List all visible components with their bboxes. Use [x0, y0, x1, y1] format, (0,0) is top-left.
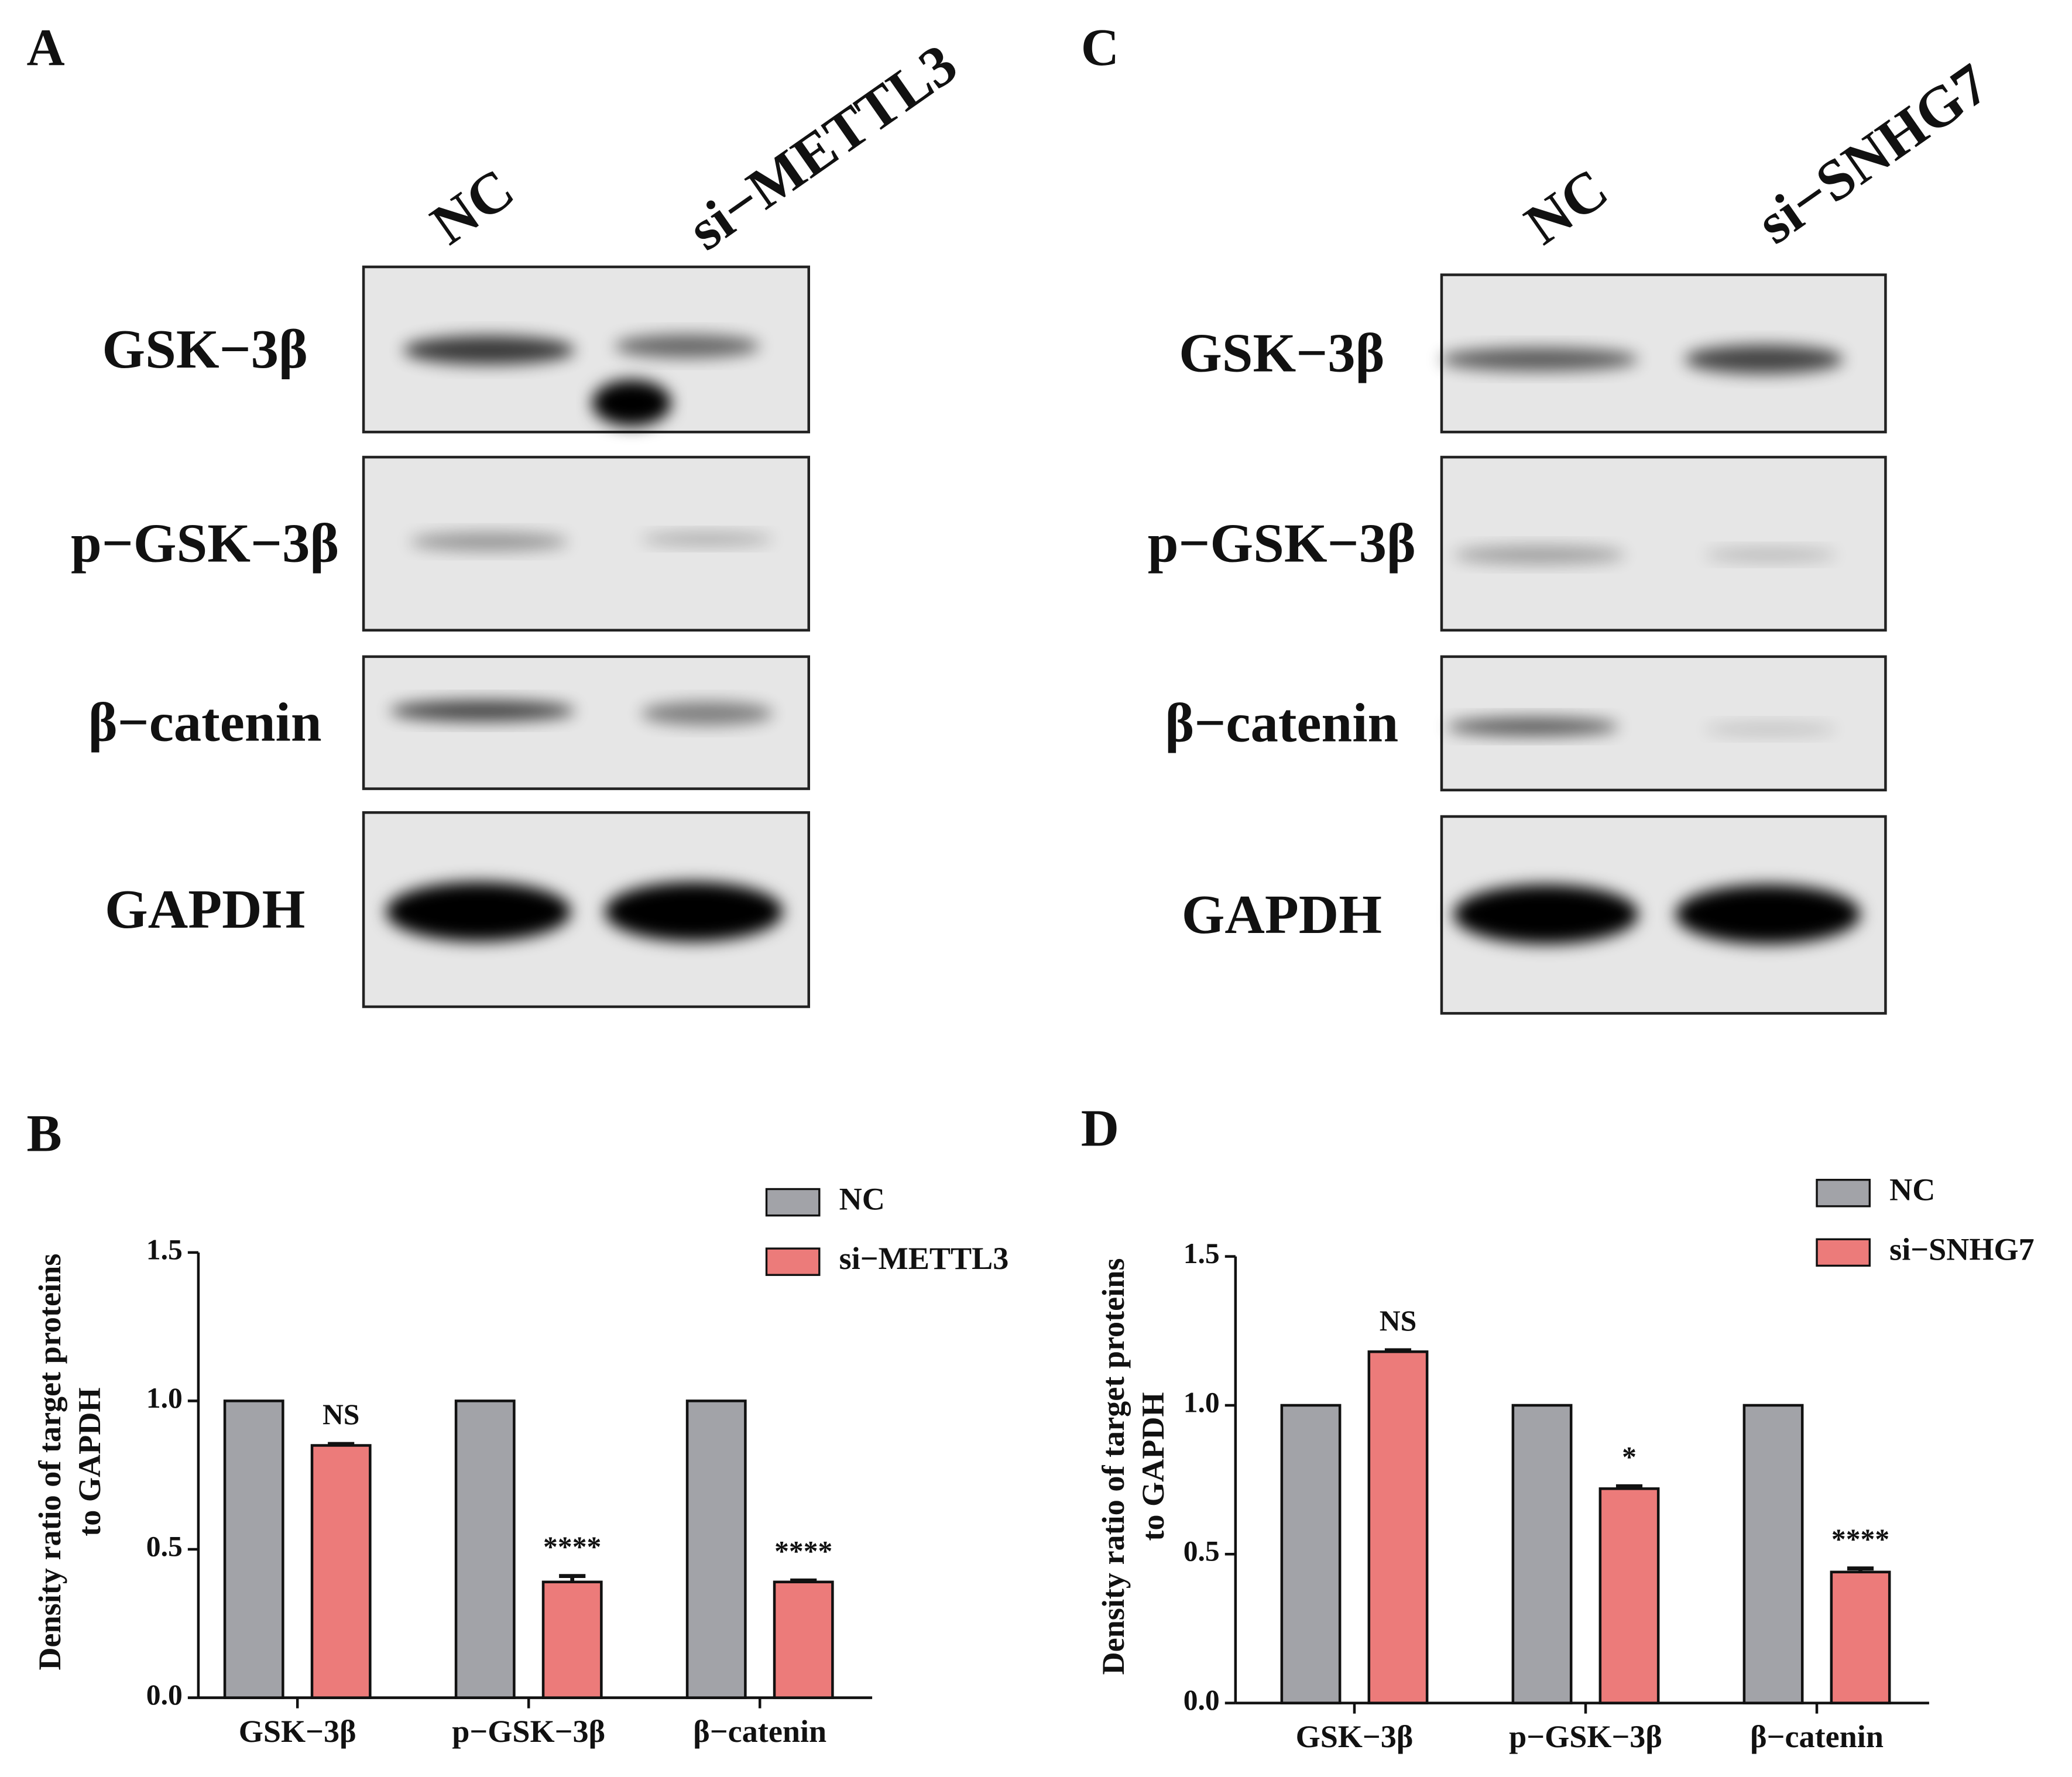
panel-letter: B	[26, 1104, 61, 1162]
significance-label: *	[1622, 1441, 1637, 1473]
blot-band	[1675, 884, 1861, 944]
legend-label: si−SNHG7	[1889, 1231, 2035, 1267]
y-tick-label: 1.5	[146, 1233, 183, 1265]
y-tick-label: 0.0	[1183, 1684, 1220, 1716]
significance-label: NS	[1380, 1305, 1416, 1337]
legend-label: NC	[1889, 1172, 1935, 1207]
y-tick-label: 0.5	[146, 1530, 183, 1562]
blot-band	[614, 334, 760, 358]
blot-band	[1704, 548, 1837, 562]
row-label: β−catenin	[1165, 692, 1398, 754]
blot-band	[641, 701, 773, 726]
error-bar	[328, 1442, 355, 1446]
panel-letter: A	[26, 18, 64, 77]
blot-band	[386, 881, 571, 942]
blot-band	[605, 881, 783, 942]
lane-label: si−METTL3	[677, 32, 969, 263]
blot-panel	[1440, 455, 1887, 632]
blot-band	[1453, 884, 1639, 944]
x-tick-label: p−GSK−3β	[1509, 1719, 1662, 1754]
y-axis-label: Density ratio of target proteins	[32, 1254, 67, 1670]
bar	[310, 1444, 372, 1699]
legend-label: si−METTL3	[839, 1241, 1009, 1276]
bar	[454, 1399, 516, 1699]
legend-swatch	[765, 1188, 821, 1217]
blot-band	[1440, 347, 1639, 372]
row-label: β−catenin	[88, 691, 322, 753]
error-bar	[1384, 1348, 1412, 1353]
blot-band	[390, 700, 575, 722]
bar	[1742, 1404, 1804, 1704]
error-bar	[1847, 1566, 1874, 1572]
blot-band	[641, 532, 773, 546]
significance-label: ****	[1831, 1523, 1889, 1555]
bar	[1511, 1404, 1573, 1704]
bar	[1367, 1350, 1429, 1704]
bar	[773, 1580, 834, 1699]
x-tick-label: β−catenin	[1750, 1719, 1884, 1754]
row-label: GAPDH	[105, 879, 305, 940]
y-axis-label: Density ratio of target proteins	[1096, 1258, 1131, 1675]
bar	[541, 1580, 603, 1699]
x-tick-label: β−catenin	[693, 1714, 826, 1749]
x-tick-label: GSK−3β	[239, 1714, 356, 1749]
error-bar	[1615, 1484, 1643, 1489]
legend-label: NC	[839, 1182, 885, 1217]
bar	[1598, 1487, 1660, 1704]
bar	[1830, 1570, 1891, 1704]
x-tick-label: GSK−3β	[1296, 1719, 1414, 1754]
significance-label: ****	[543, 1531, 601, 1563]
y-tick-label: 1.0	[146, 1382, 183, 1414]
blot-band	[1453, 546, 1625, 564]
panel-letter: D	[1081, 1099, 1119, 1157]
row-label: GAPDH	[1182, 884, 1382, 945]
error-bar	[559, 1574, 586, 1582]
blot-band	[410, 532, 568, 551]
lane-label: NC	[420, 156, 525, 257]
row-label: p−GSK−3β	[1148, 513, 1416, 574]
y-axis-label: to GAPDH	[1136, 1392, 1171, 1541]
row-label: GSK−3β	[1179, 323, 1385, 384]
bar	[223, 1399, 284, 1699]
x-tick-label: p−GSK−3β	[452, 1714, 605, 1749]
row-label: p−GSK−3β	[71, 513, 339, 574]
y-tick-label: 1.0	[1183, 1386, 1220, 1418]
y-tick-label: 0.5	[1183, 1535, 1220, 1567]
significance-label: NS	[323, 1398, 359, 1430]
bar	[1280, 1404, 1342, 1704]
error-bar	[790, 1578, 817, 1583]
y-axis-label: to GAPDH	[72, 1388, 107, 1536]
legend-swatch	[1816, 1238, 1871, 1267]
blot-band	[1447, 717, 1619, 736]
y-tick-label: 0.0	[146, 1679, 183, 1711]
blot-band	[1704, 722, 1837, 736]
blot-band	[1685, 345, 1844, 374]
significance-label: ****	[774, 1535, 832, 1567]
row-label: GSK−3β	[102, 318, 308, 380]
legend-swatch	[765, 1247, 821, 1276]
panel-letter: C	[1081, 18, 1119, 77]
lane-label: NC	[1514, 156, 1619, 257]
blot-band	[403, 335, 575, 365]
lane-label: si−SNHG7	[1746, 52, 2000, 256]
bar	[685, 1399, 747, 1699]
y-tick-label: 1.5	[1183, 1237, 1220, 1270]
legend-swatch	[1816, 1179, 1871, 1207]
blot-band	[592, 379, 671, 426]
